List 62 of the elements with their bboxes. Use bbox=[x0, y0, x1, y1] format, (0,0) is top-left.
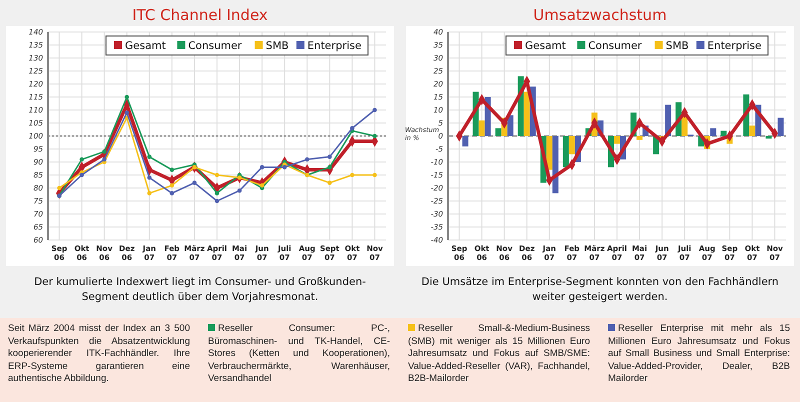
point bbox=[237, 188, 242, 193]
bar bbox=[562, 136, 569, 168]
legend-label: SMB bbox=[266, 40, 289, 52]
bar bbox=[478, 120, 485, 136]
point bbox=[170, 191, 174, 196]
bar bbox=[720, 130, 727, 136]
chart-title: ITC Channel Index bbox=[132, 6, 268, 24]
legend-label: Enterprise bbox=[707, 40, 762, 52]
bar bbox=[524, 92, 530, 136]
bar bbox=[495, 128, 502, 136]
point bbox=[328, 154, 332, 159]
point bbox=[80, 157, 84, 162]
point bbox=[80, 172, 84, 178]
point bbox=[124, 94, 130, 100]
bar bbox=[614, 136, 620, 144]
text: Der kumulierte Indexwert liegt im Consumer- und Großkunden-Segment deutlich über dem Vorjahresmonat. bbox=[33, 275, 367, 305]
text: Seit März 2004 misst der Index an 3 500 Verkaufspunkten die Absatzentwicklung kooperierender ITK-Fachhändler. Ihre ERP-Systeme garantieren eine authentische Abbildung. bbox=[8, 323, 190, 384]
point bbox=[260, 165, 264, 170]
point bbox=[304, 157, 310, 162]
legend-label: Gesamt bbox=[525, 40, 566, 52]
bar bbox=[507, 115, 514, 136]
point bbox=[237, 175, 242, 180]
legend-label: Gesamt bbox=[125, 40, 166, 52]
bar bbox=[636, 136, 643, 140]
point bbox=[147, 154, 152, 159]
point bbox=[102, 157, 106, 162]
bar bbox=[778, 118, 784, 136]
bar bbox=[568, 136, 575, 154]
point bbox=[147, 191, 152, 196]
point bbox=[372, 172, 377, 178]
point bbox=[124, 110, 130, 115]
point bbox=[170, 183, 174, 188]
point bbox=[214, 172, 220, 178]
point bbox=[57, 186, 62, 190]
point bbox=[328, 180, 332, 185]
text: Reseller Consumer: PC-, Büromaschinen- und TK-Handel, CE-Stores (Ketten und Kooperationen), Verbrauchermärkte, Warenhäuser, Versandhandel bbox=[208, 323, 390, 384]
bar bbox=[552, 136, 558, 194]
point bbox=[282, 165, 287, 170]
point bbox=[372, 134, 377, 138]
bar bbox=[710, 128, 716, 136]
legend-label: Consumer bbox=[188, 40, 242, 52]
legend-label: Consumer bbox=[588, 40, 642, 52]
point bbox=[372, 108, 377, 112]
point bbox=[214, 198, 220, 204]
chart-title: Umsatzwachstum bbox=[533, 6, 667, 24]
point bbox=[214, 191, 220, 196]
point bbox=[147, 175, 152, 180]
text: Die Umsätze im Enterprise-Segment konnten von den Fachhändlern weiter gesteigert werden. bbox=[420, 275, 780, 305]
bar bbox=[546, 136, 552, 170]
bar bbox=[766, 136, 772, 139]
bar bbox=[749, 126, 756, 136]
point bbox=[350, 172, 354, 178]
point bbox=[350, 126, 354, 130]
text: Reseller Small-&-Medium-Business (SMB) mit weniger als 15 Millionen Euro Jahresumsatz und Fokus auf SMB/SME: Value-Added-Reseller (VAR), Fachhandel, B2B-Mailorder bbox=[408, 323, 590, 384]
point bbox=[192, 180, 197, 185]
point bbox=[260, 183, 264, 188]
bar bbox=[462, 136, 468, 146]
text: Reseller Enterprise mit mehr als 15 Millionen Euro Jahresumsatz und Fokus auf Small Business und Small Enterprise: Value-Added-Provider, Dealer, B2B Mailorder bbox=[608, 323, 790, 384]
legend-label: Enterprise bbox=[307, 40, 362, 52]
legend-label: SMB bbox=[666, 40, 689, 52]
point bbox=[170, 168, 174, 172]
point bbox=[328, 165, 332, 170]
